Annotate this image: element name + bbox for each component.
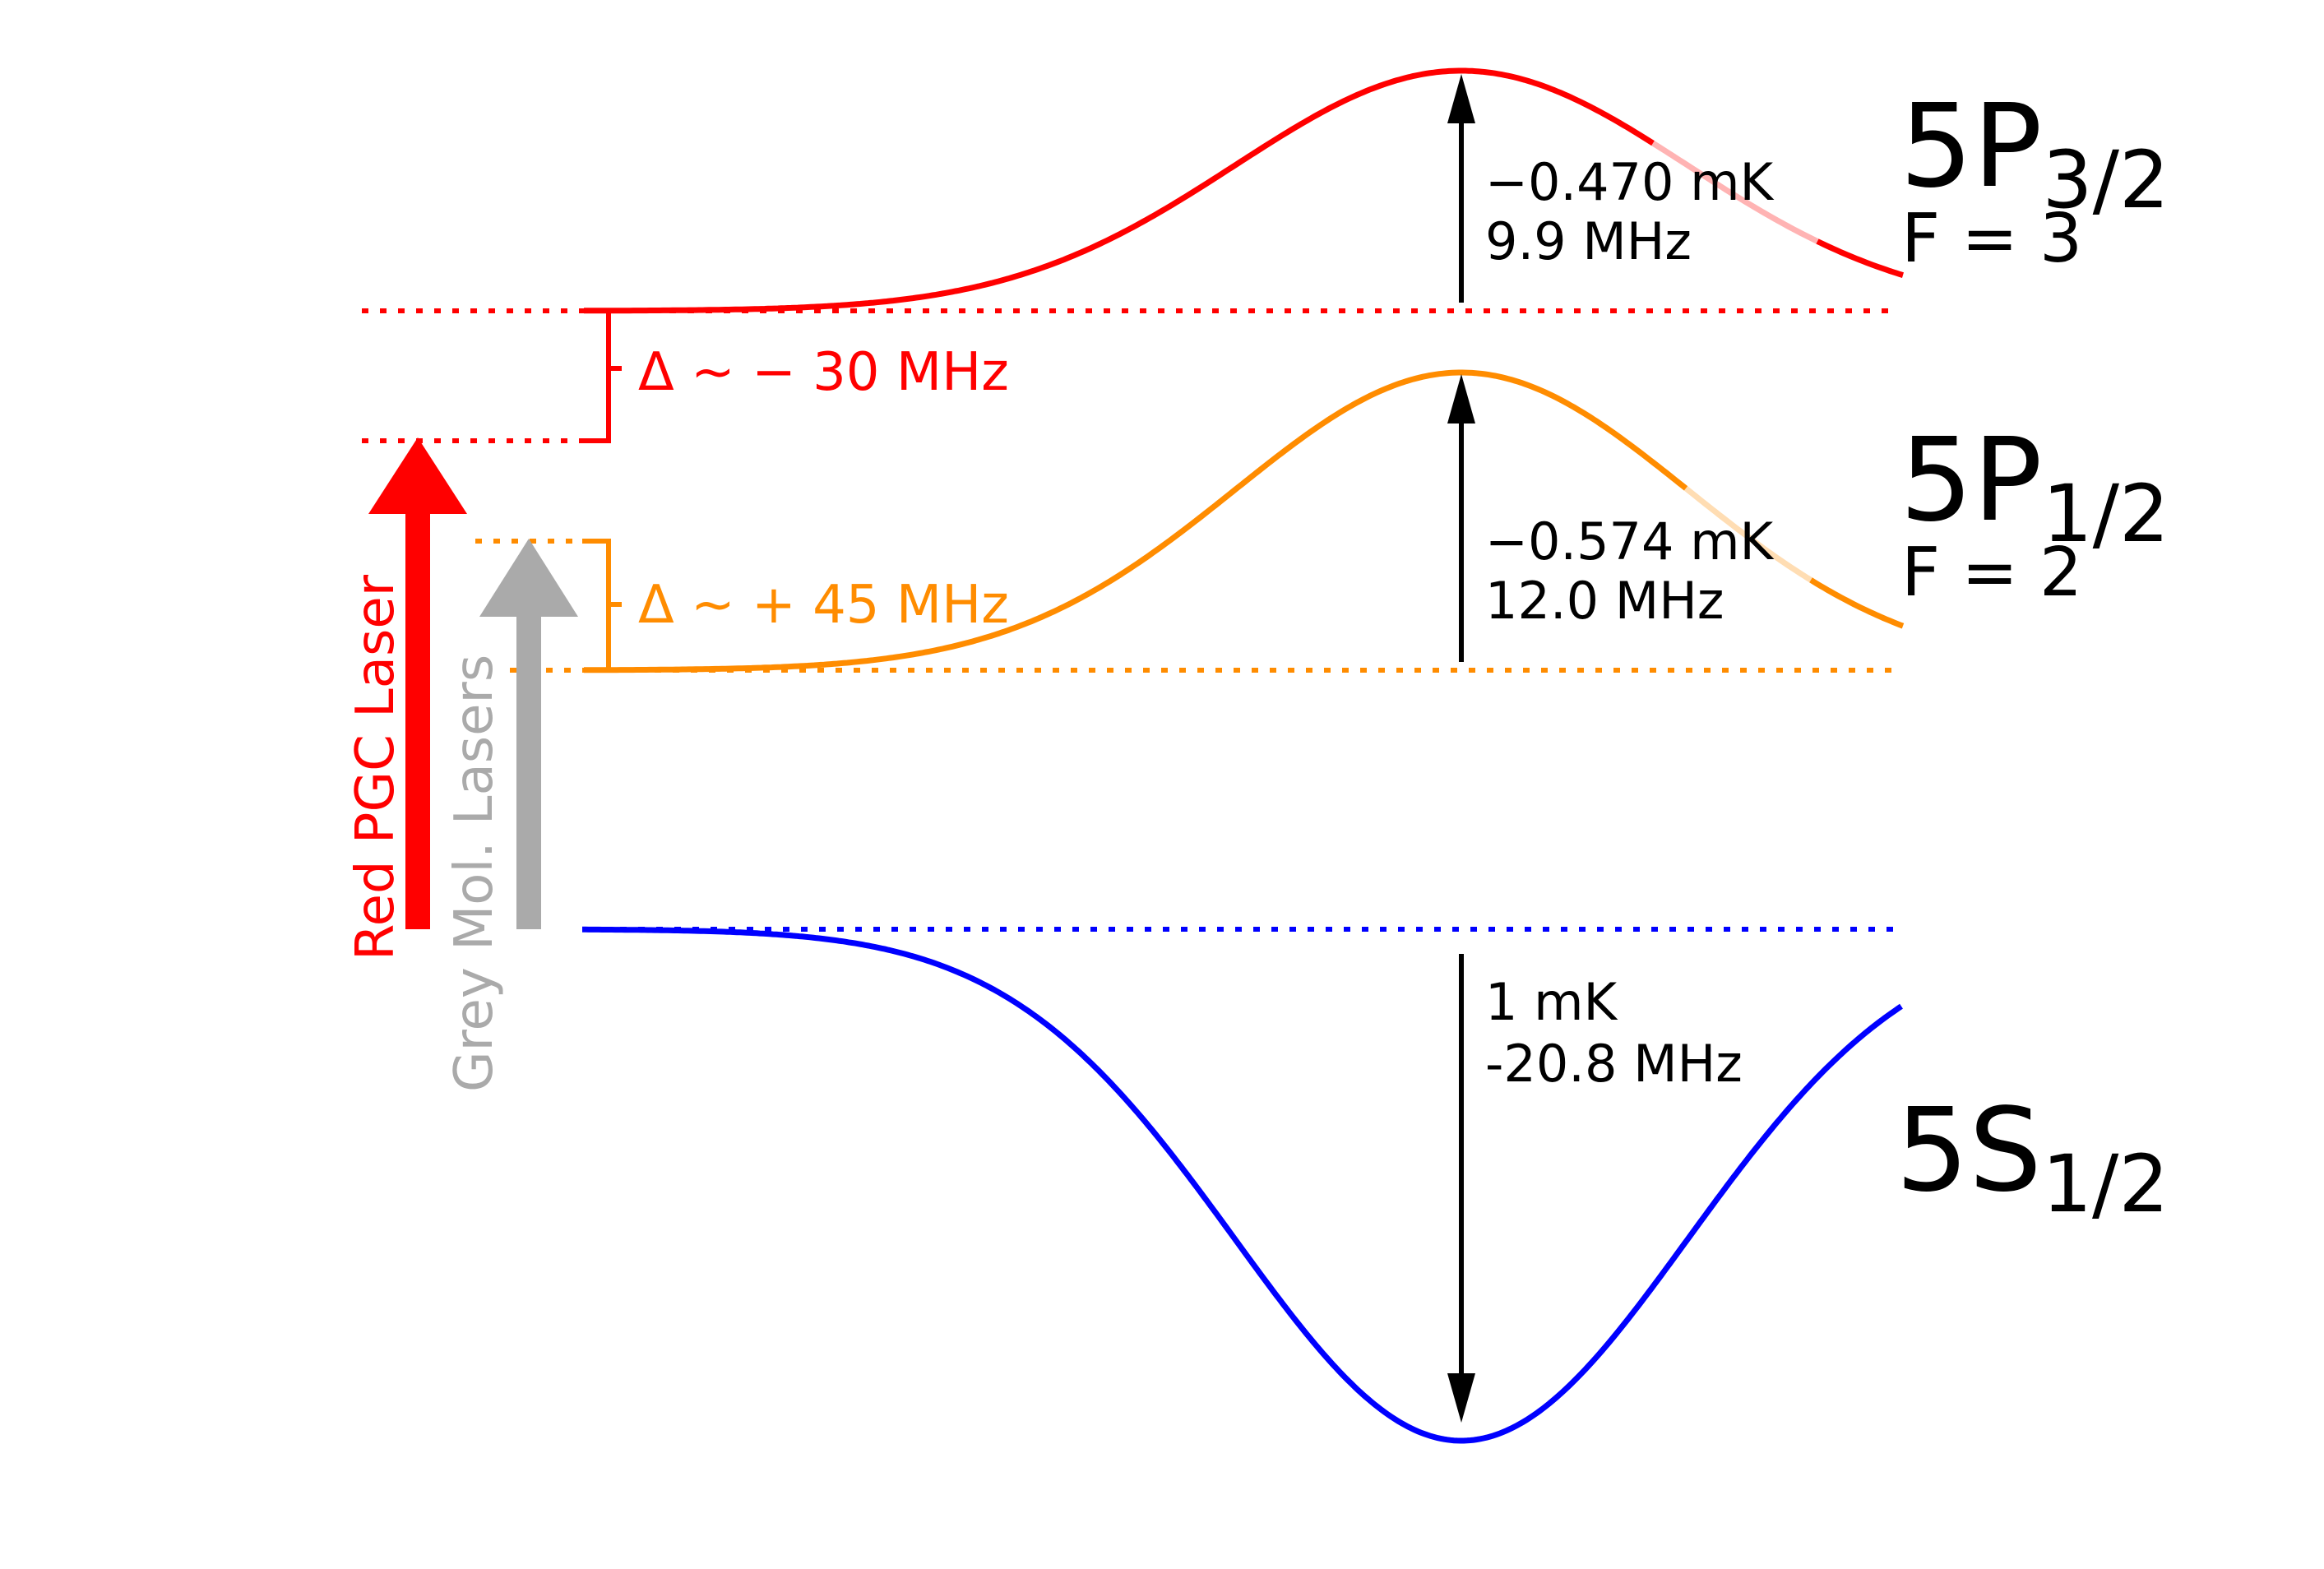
red-pgc-laser-arrow <box>368 437 467 929</box>
p12-state-name: 5P <box>1900 414 2043 548</box>
grey-molasses-laser-label: Grey Mol. Lasers <box>444 655 505 1092</box>
grey-molasses-laser-arrow <box>479 539 578 929</box>
p32-state-label: 5P3/2 <box>1900 80 2169 226</box>
p32-state-name: 5P <box>1900 80 2043 214</box>
p12-potential-curve <box>584 369 1905 673</box>
p32-depth-arrow <box>1447 74 1475 303</box>
red-detuning-label: Δ ~ − 30 MHz <box>638 342 1009 403</box>
grey-detuning-bracket <box>582 539 622 673</box>
p12-shift-label: 12.0 MHz <box>1485 571 1724 631</box>
p32-shift-label: 9.9 MHz <box>1485 211 1692 271</box>
s12-depth-arrow <box>1447 954 1475 1423</box>
p12-state-subscript: 1/2 <box>2043 468 2170 560</box>
s12-state-name: 5S <box>1896 1084 2042 1218</box>
p12-curve-label-overlap <box>1683 485 1813 584</box>
s12-state-subscript: 1/2 <box>2042 1138 2169 1230</box>
p32-curve-label-overlap <box>1650 140 1820 245</box>
grey-detuning-label: Δ ~ + 45 MHz <box>638 575 1009 636</box>
s12-depth-label: 1 mK <box>1485 972 1618 1032</box>
p32-f-label: F = 3 <box>1901 200 2082 278</box>
p32-state-subscript: 3/2 <box>2043 134 2170 226</box>
p32-depth-label: −0.470 mK <box>1485 152 1775 212</box>
p12-f-label: F = 2 <box>1901 534 2082 612</box>
p12-state-label: 5P1/2 <box>1900 414 2169 560</box>
s12-potential-curve <box>582 926 1903 1444</box>
red-pgc-laser-label: Red PGC Laser <box>345 574 406 960</box>
p12-depth-arrow <box>1447 374 1475 662</box>
red-detuning-bracket <box>582 308 622 443</box>
s12-shift-label: -20.8 MHz <box>1485 1034 1743 1094</box>
s12-state-label: 5S1/2 <box>1896 1084 2169 1230</box>
p12-depth-label: −0.574 mK <box>1485 511 1775 572</box>
